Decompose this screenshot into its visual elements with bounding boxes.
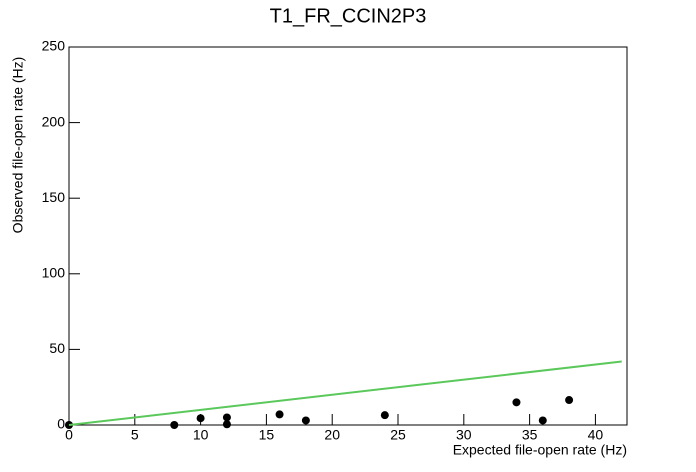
x-tick-label: 35 xyxy=(522,427,538,443)
x-tick-label: 15 xyxy=(259,427,275,443)
x-tick-label: 5 xyxy=(131,427,139,443)
x-tick-label: 20 xyxy=(324,427,340,443)
y-tick-label: 100 xyxy=(42,265,66,281)
x-tick-label: 0 xyxy=(65,427,73,443)
y-tick-label: 200 xyxy=(42,113,66,129)
data-point xyxy=(275,410,284,419)
data-point xyxy=(512,398,521,407)
x-tick-label: 25 xyxy=(390,427,406,443)
x-tick-label: 40 xyxy=(588,427,604,443)
data-point xyxy=(380,411,389,420)
y-tick-label: 150 xyxy=(42,189,66,205)
chart-title: T1_FR_CCIN2P3 xyxy=(270,5,427,27)
data-point xyxy=(538,416,547,425)
reference-line xyxy=(68,360,622,426)
data-point xyxy=(196,414,205,423)
x-axis-label: Expected file-open rate (Hz) xyxy=(453,442,627,458)
x-tick-label: 30 xyxy=(456,427,472,443)
data-point xyxy=(222,420,231,429)
data-point xyxy=(170,421,179,429)
data-point xyxy=(301,416,310,425)
plot-frame xyxy=(68,46,628,426)
y-tick-label: 0 xyxy=(57,416,65,432)
data-point xyxy=(222,413,231,422)
y-tick-label: 250 xyxy=(42,38,66,54)
x-tick-label: 10 xyxy=(193,427,209,443)
y-tick-label: 50 xyxy=(49,340,65,356)
y-axis-label: Observed file-open rate (Hz) xyxy=(10,57,26,234)
data-point xyxy=(565,396,574,405)
